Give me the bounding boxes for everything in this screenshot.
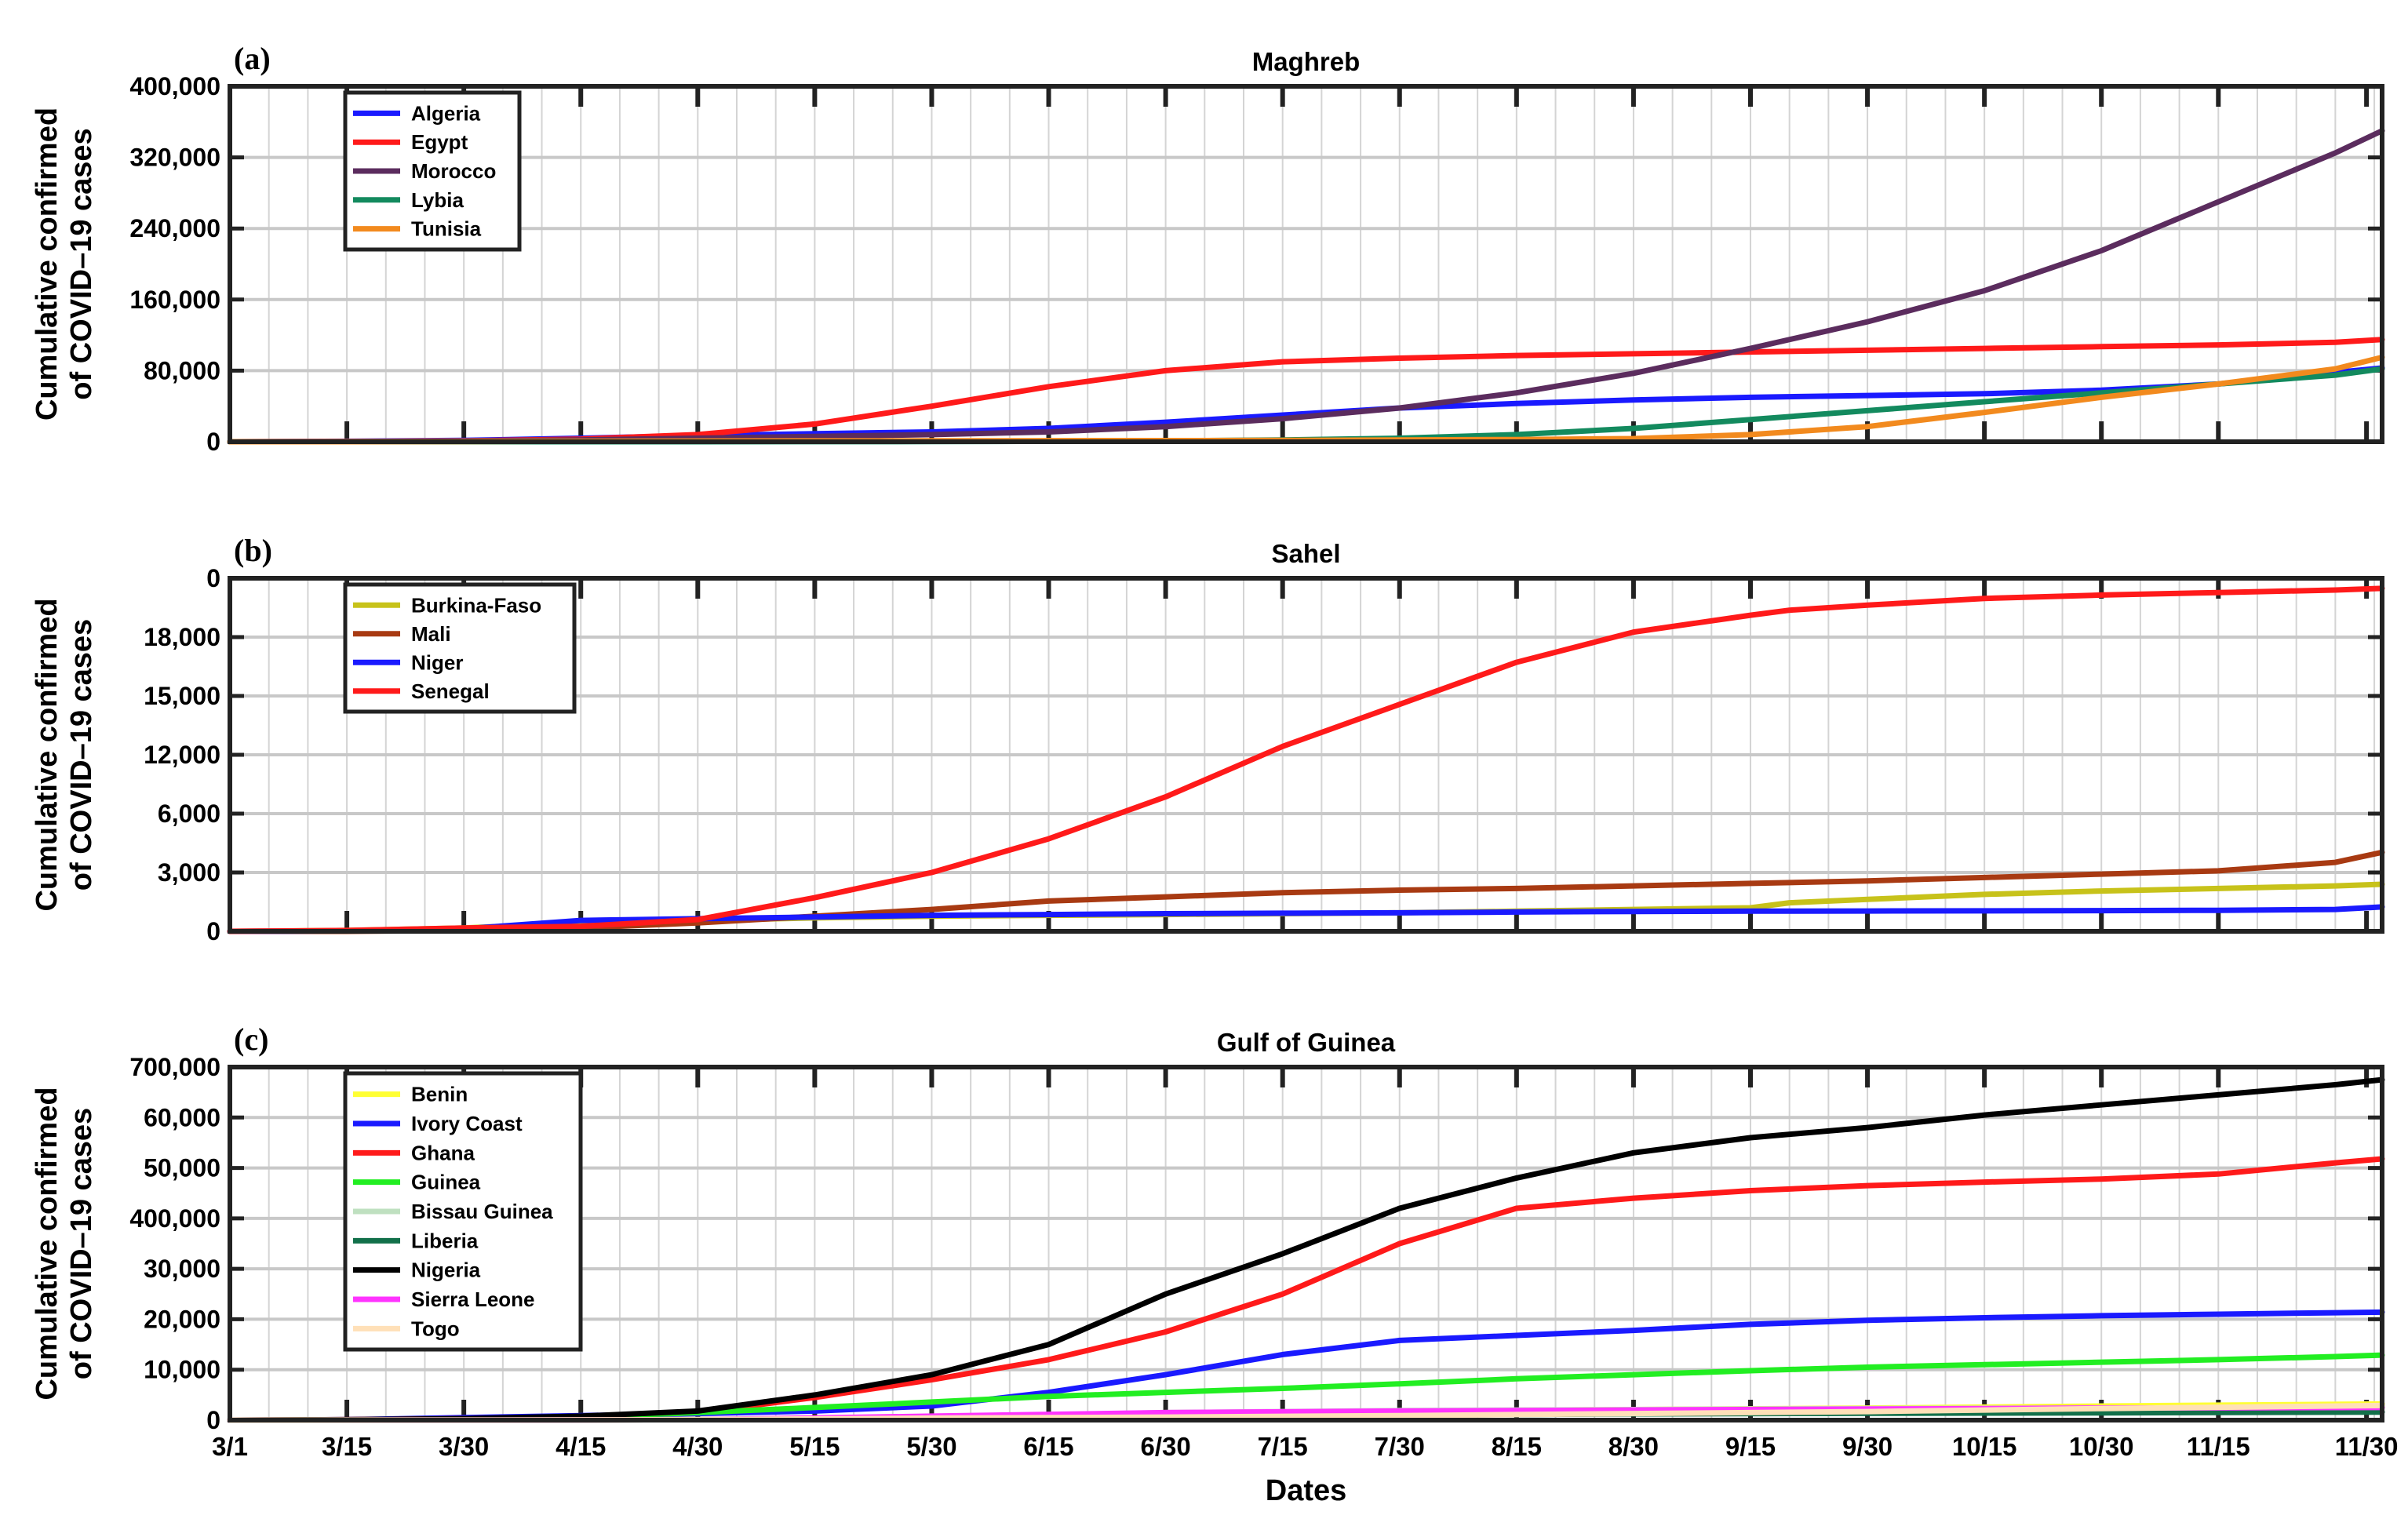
legend-entry: Senegal [411, 679, 490, 703]
legend: Benin Ivory Coast Ghana Guinea Bissau Guinea… [343, 1071, 583, 1352]
x-tick-label: 6/15 [1023, 1432, 1073, 1461]
y-tick-label: 0 [206, 1406, 220, 1434]
y-axis-label-line: of COVID–19 cases [65, 128, 98, 399]
x-tick-label: 7/15 [1258, 1432, 1308, 1461]
legend-entry: Nigeria [411, 1259, 481, 1282]
panel-label: (c) [234, 1022, 268, 1057]
y-tick-label: 240,000 [129, 214, 220, 242]
legend-entry: Ivory Coast [411, 1112, 523, 1135]
legend-entry: Lybia [411, 188, 464, 212]
x-tick-label: 10/15 [1952, 1432, 2017, 1461]
x-tick-label: 11/30 [2335, 1432, 2399, 1461]
x-tick-label: 3/15 [322, 1432, 372, 1461]
y-tick-label: 400,000 [129, 1204, 220, 1233]
y-tick-label: 20,000 [144, 1305, 220, 1333]
plot-frame [228, 576, 2384, 934]
y-tick-label: 320,000 [129, 144, 220, 172]
y-axis-label-line: Cumulative confirmed [31, 598, 64, 911]
y-tick-label: 12,000 [144, 741, 220, 769]
y-tick-label: 50,000 [144, 1154, 220, 1182]
y-tick-label: 10,000 [144, 1356, 220, 1384]
y-tick-label: 0 [206, 917, 220, 945]
panel-gulf-of-guinea: 0 10,000 20,000 30,000 400,000 50,000 60,000 70… [31, 1022, 2399, 1507]
x-tick-label: 11/15 [2187, 1432, 2250, 1461]
y-tick-label: 0 [206, 428, 220, 456]
panel-sahel: 0 3,000 6,000 12,000 15,000 18,000 0 Sahel (b) Cu… [31, 533, 2385, 945]
legend-entry: Mali [411, 622, 451, 646]
panel-maghreb: 0 80,000 160,000 240,000 320,000 400,000 Maghr… [31, 41, 2385, 456]
y-axis-label: Cumulative confirmedof COVID–19 cases [31, 107, 98, 421]
x-tick-label: 5/30 [906, 1432, 956, 1461]
chart-title: Maghreb [1252, 47, 1361, 76]
x-axis-label: Dates [1266, 1474, 1347, 1507]
x-tick-label: 3/1 [212, 1432, 248, 1461]
plot-frame [228, 84, 2384, 444]
legend-entry: Ghana [411, 1141, 475, 1164]
x-tick-label: 7/30 [1375, 1432, 1425, 1461]
chart-title: Gulf of Guinea [1217, 1028, 1396, 1057]
panel-label: (a) [234, 41, 271, 76]
y-tick-label: 0 [206, 564, 220, 592]
y-tick-label: 18,000 [144, 623, 220, 651]
y-axis-label: Cumulative confirmedof COVID–19 cases [31, 1087, 98, 1400]
legend-entry: Benin [411, 1083, 468, 1106]
x-tick-label: 10/30 [2069, 1432, 2134, 1461]
series-line [227, 904, 2385, 934]
y-axis-label-line: of COVID–19 cases [65, 1108, 98, 1379]
x-tick-label: 4/15 [556, 1432, 606, 1461]
y-axis-label-line: of COVID–19 cases [65, 619, 98, 891]
y-tick-label: 6,000 [158, 800, 220, 828]
y-axis-label-line: Cumulative confirmed [31, 107, 64, 421]
y-tick-label: 80,000 [144, 356, 220, 384]
y-tick-label: 15,000 [144, 682, 220, 710]
legend-entry: Guinea [411, 1171, 481, 1194]
legend: Burkina-Faso Mali Niger Senegal [343, 582, 577, 714]
panel-label: (b) [234, 533, 272, 568]
y-tick-label: 3,000 [158, 858, 220, 887]
y-tick-label: 30,000 [144, 1255, 220, 1283]
x-tick-label: 3/30 [439, 1432, 489, 1461]
legend-entry: Burkina-Faso [411, 593, 541, 617]
legend-entry: Tunisia [411, 217, 482, 241]
x-tick-label: 6/30 [1140, 1432, 1190, 1461]
plot-frame [228, 1065, 2384, 1422]
legend-entry: Morocco [411, 159, 496, 183]
y-axis-label: Cumulative confirmedof COVID–19 cases [31, 598, 98, 911]
legend-entry: Egypt [411, 130, 468, 154]
legend-entry: Niger [411, 650, 463, 674]
legend-entry: Algeria [411, 101, 481, 125]
legend-entry: Bissau Guinea [411, 1200, 553, 1223]
legend: Algeria Egypt Morocco Lybia Tunisia [343, 90, 522, 252]
series-line [227, 585, 2385, 934]
y-tick-label: 60,000 [144, 1103, 220, 1131]
x-tick-label: 9/15 [1725, 1432, 1776, 1461]
y-tick-label: 400,000 [129, 72, 220, 100]
y-axis-label-line: Cumulative confirmed [31, 1087, 64, 1400]
series-line [227, 1076, 2385, 1423]
y-tick-label: 700,000 [129, 1053, 220, 1081]
x-tick-label: 9/30 [1842, 1432, 1893, 1461]
legend-entry: Liberia [411, 1229, 479, 1252]
legend-entry: Togo [411, 1317, 460, 1340]
x-tick-label: 8/30 [1608, 1432, 1659, 1461]
y-tick-label: 160,000 [129, 286, 220, 314]
x-tick-label: 4/30 [672, 1432, 723, 1461]
x-tick-label: 8/15 [1492, 1432, 1542, 1461]
chart-title: Sahel [1271, 539, 1340, 568]
x-tick-label: 5/15 [789, 1432, 840, 1461]
legend-entry: Sierra Leone [411, 1288, 535, 1311]
